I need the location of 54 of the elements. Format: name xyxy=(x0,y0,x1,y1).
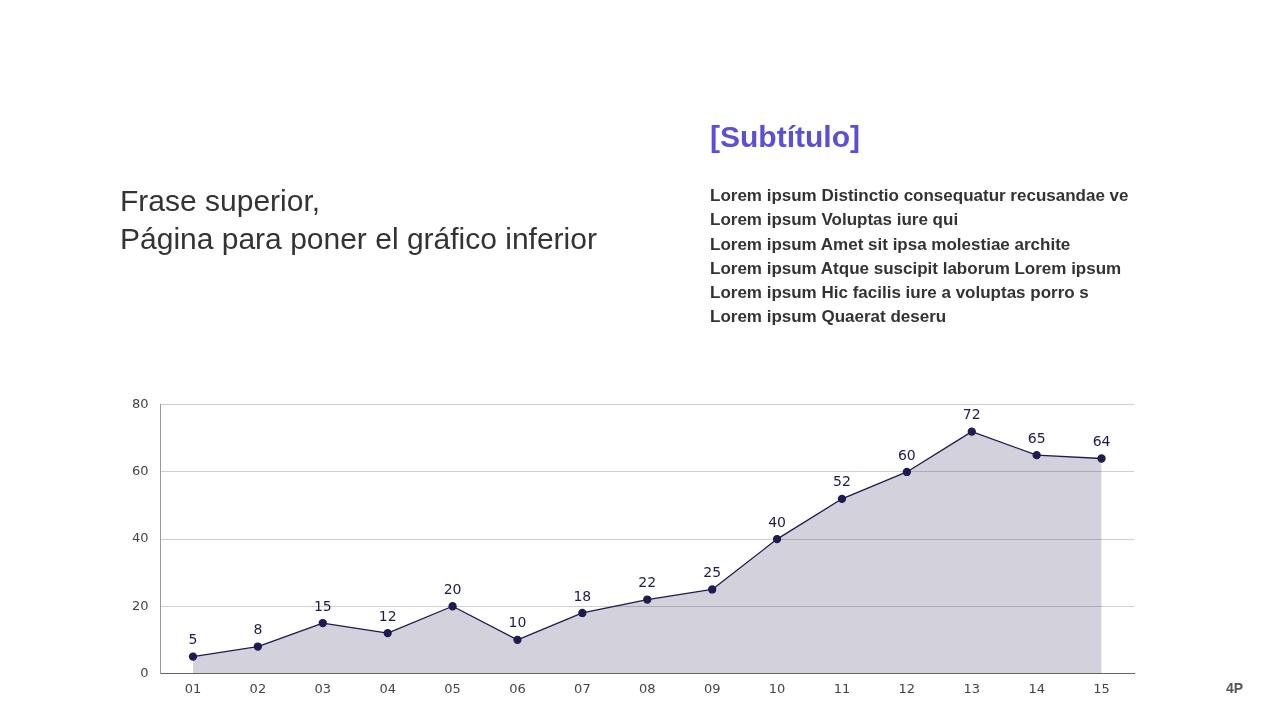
x-tick-label: 05 xyxy=(444,680,461,696)
point xyxy=(837,494,847,503)
y-tick-label: 40 xyxy=(132,530,149,546)
data-label: 25 xyxy=(703,564,722,581)
point xyxy=(772,534,782,544)
data-label: 8 xyxy=(253,621,263,638)
x-tick-label: 13 xyxy=(963,680,981,696)
data-label: 15 xyxy=(313,597,332,614)
data-label: 72 xyxy=(962,406,981,423)
x-tick-label: 15 xyxy=(1093,680,1110,696)
point xyxy=(1097,454,1106,463)
y-tick-label: 80 xyxy=(132,396,149,412)
data-label: 22 xyxy=(638,574,657,591)
x-tick-label: 01 xyxy=(184,680,202,696)
x-tick-label: 08 xyxy=(639,680,656,696)
x-tick-label: 11 xyxy=(833,680,851,696)
point xyxy=(708,585,717,594)
y-tick-label: 60 xyxy=(132,463,149,479)
x-tick-label: 06 xyxy=(509,680,526,696)
data-label: 12 xyxy=(378,607,397,624)
text: 4P xyxy=(1226,680,1244,696)
x-tick-label: 02 xyxy=(249,680,267,696)
x-tick-label: 09 xyxy=(703,680,721,696)
point xyxy=(902,467,912,477)
point xyxy=(318,618,327,628)
point xyxy=(188,652,198,661)
data-label: 18 xyxy=(573,587,592,604)
chart-subtitle: [Subtítulo] xyxy=(710,120,860,154)
y-tick-label: 20 xyxy=(132,597,149,613)
point xyxy=(643,595,652,604)
text: Lorem ipsum Distinctio consequatur recusandae ve Lorem ipsum Voluptas iure qui Lorem ipsum Amet sit ipsa molestiae archite Lorem ipsum Atque suscipit laborum Lorem ipsum Lorem ipsum Hic facilis iure a voluptas porro s Lorem ipsum Quaerat deseru xyxy=(710,185,1129,329)
x-tick-label: 14 xyxy=(1028,680,1045,696)
data-label: 64 xyxy=(1092,433,1111,450)
x-tick-label: 03 xyxy=(314,680,332,696)
point xyxy=(578,608,587,618)
point xyxy=(967,427,976,436)
point xyxy=(1032,451,1041,460)
data-label: 60 xyxy=(897,446,916,463)
point xyxy=(513,635,522,644)
point xyxy=(448,602,457,611)
data-label: 10 xyxy=(508,614,527,631)
x-tick-label: 04 xyxy=(379,680,396,696)
data-label: 65 xyxy=(1027,429,1046,446)
data-label: 52 xyxy=(833,473,851,490)
y-tick-label: 0 xyxy=(140,664,149,680)
chart-title: Frase superior, Página para poner el gráfico inferior xyxy=(120,183,597,257)
x-tick-label: 10 xyxy=(768,680,786,696)
x-tick-label: 12 xyxy=(898,680,916,696)
point xyxy=(253,642,263,651)
point xyxy=(383,628,392,638)
x-tick-label: 07 xyxy=(574,680,591,696)
data-label: 40 xyxy=(768,513,786,530)
data-label: 20 xyxy=(443,580,462,597)
data-label: 5 xyxy=(188,631,198,648)
